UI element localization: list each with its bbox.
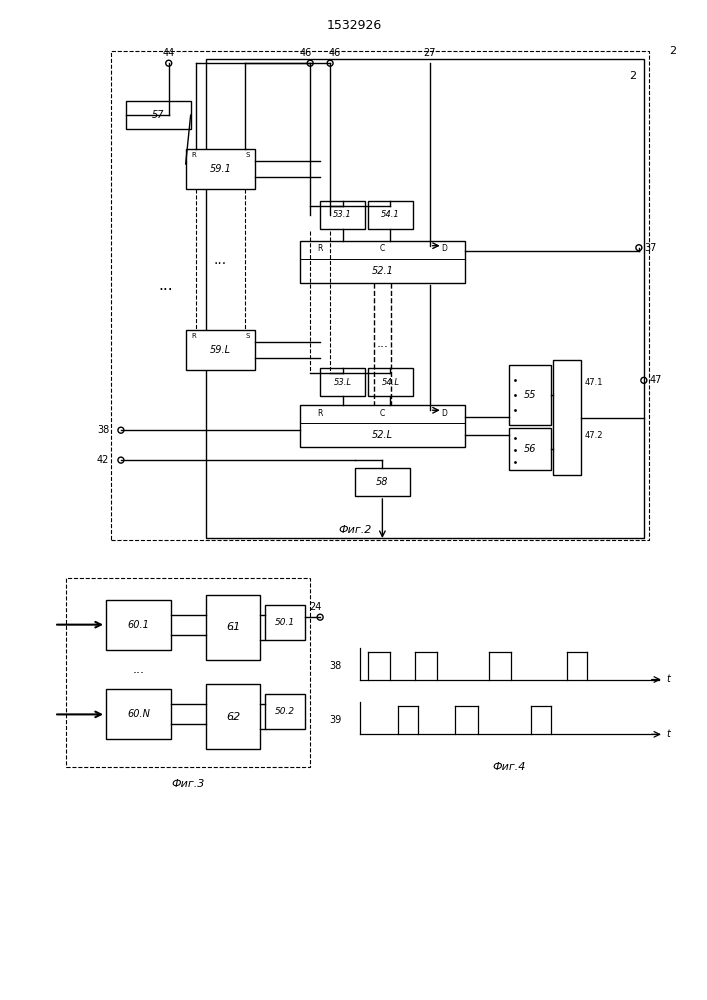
Text: 60.1: 60.1 (127, 620, 149, 630)
Text: 2: 2 (669, 46, 676, 56)
Bar (553, 360, 581, 475)
Text: R: R (192, 333, 196, 339)
Text: 46: 46 (299, 48, 311, 58)
Text: Фиг.3: Фиг.3 (172, 779, 205, 789)
Bar (206, 595, 260, 660)
Text: 38: 38 (329, 661, 342, 671)
Text: 47.1: 47.1 (585, 378, 604, 387)
Text: 50.1: 50.1 (275, 618, 296, 627)
Bar (265, 605, 305, 640)
Text: 55: 55 (524, 390, 537, 400)
Bar (300, 405, 464, 447)
Text: S: S (245, 152, 250, 158)
Text: 62: 62 (226, 712, 240, 722)
Bar (206, 684, 260, 749)
Text: 1532926: 1532926 (327, 19, 382, 32)
Text: 59.1: 59.1 (209, 164, 231, 174)
Text: 56: 56 (524, 444, 537, 454)
Text: 47.2: 47.2 (585, 431, 604, 440)
Text: t: t (667, 675, 671, 685)
Text: 53.L: 53.L (334, 378, 351, 387)
Bar (355, 468, 410, 496)
Text: C: C (380, 409, 385, 418)
Bar (206, 59, 644, 538)
Text: ...: ... (228, 712, 238, 722)
Text: ...: ... (214, 253, 227, 267)
Text: 54.L: 54.L (381, 378, 399, 387)
Text: C: C (380, 244, 385, 253)
Text: D: D (442, 244, 448, 253)
Text: 2: 2 (629, 71, 636, 81)
Bar (186, 330, 255, 370)
Text: 27: 27 (423, 48, 436, 58)
Text: 59.L: 59.L (210, 345, 231, 355)
Bar (509, 365, 551, 425)
Text: S: S (245, 333, 250, 339)
Text: ...: ... (132, 663, 144, 676)
Bar (186, 149, 255, 189)
Text: 58: 58 (376, 477, 389, 487)
Bar (66, 578, 310, 767)
Text: Фиг.4: Фиг.4 (493, 762, 526, 772)
Bar (111, 51, 649, 540)
Text: 46: 46 (329, 48, 341, 58)
Bar (300, 241, 464, 283)
Bar (126, 101, 191, 129)
Text: ...: ... (158, 278, 173, 293)
Bar (368, 368, 413, 396)
Bar (368, 201, 413, 229)
Text: 50.2: 50.2 (275, 707, 296, 716)
Text: 24: 24 (309, 602, 322, 612)
Text: ...: ... (376, 337, 388, 350)
Text: 38: 38 (97, 425, 109, 435)
Text: 57: 57 (152, 110, 165, 120)
Text: 37: 37 (645, 243, 657, 253)
Text: 44: 44 (163, 48, 175, 58)
Text: 52.1: 52.1 (371, 266, 393, 276)
Bar (509, 428, 551, 470)
Text: t: t (667, 729, 671, 739)
Bar (265, 694, 305, 729)
Text: ...: ... (228, 622, 238, 632)
Text: 53.1: 53.1 (333, 210, 352, 219)
Text: 52.L: 52.L (372, 430, 393, 440)
Text: 39: 39 (329, 715, 342, 725)
Text: 60.N: 60.N (127, 709, 150, 719)
Bar (320, 368, 365, 396)
Bar (106, 689, 170, 739)
Text: 42: 42 (97, 455, 109, 465)
Text: Фиг.2: Фиг.2 (339, 525, 372, 535)
Bar (320, 201, 365, 229)
Text: 54.1: 54.1 (381, 210, 399, 219)
Text: D: D (442, 409, 448, 418)
Text: R: R (317, 244, 323, 253)
Text: R: R (192, 152, 196, 158)
Text: 47: 47 (650, 375, 662, 385)
Bar (106, 600, 170, 650)
Text: R: R (317, 409, 323, 418)
Text: 61: 61 (226, 622, 240, 632)
